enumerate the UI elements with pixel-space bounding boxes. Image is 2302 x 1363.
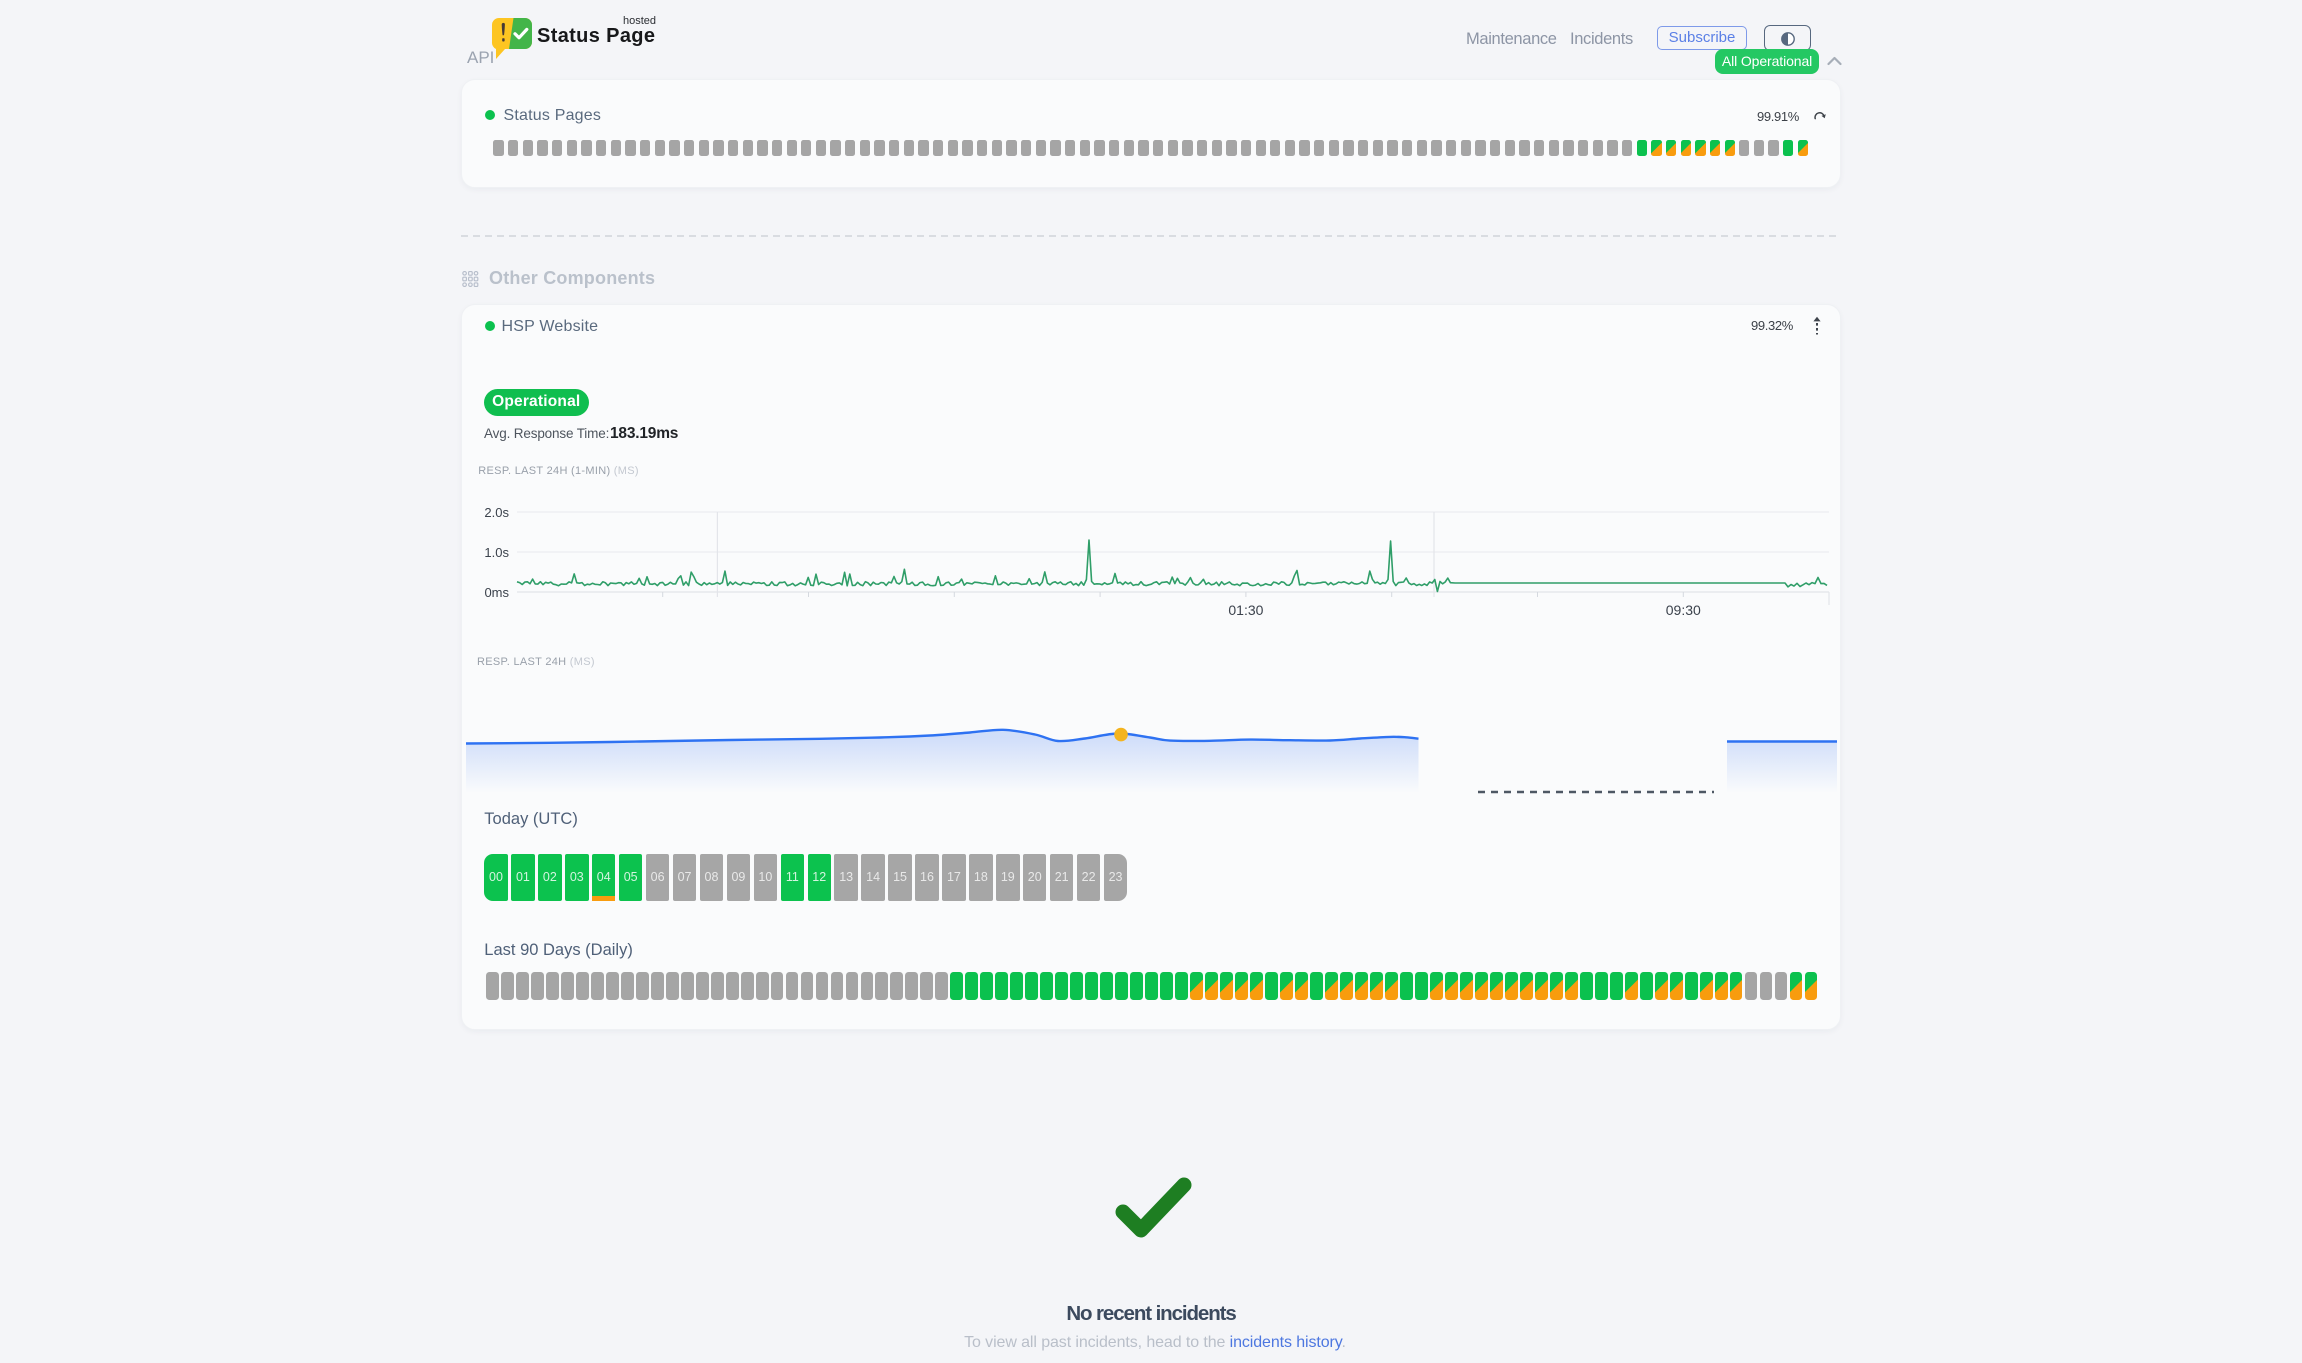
svg-text:2.0s: 2.0s	[484, 505, 509, 520]
svg-text:01:30: 01:30	[1228, 602, 1263, 618]
svg-text:09:30: 09:30	[1666, 602, 1701, 618]
svg-text:0ms: 0ms	[484, 585, 509, 600]
svg-text:1.0s: 1.0s	[484, 545, 509, 560]
